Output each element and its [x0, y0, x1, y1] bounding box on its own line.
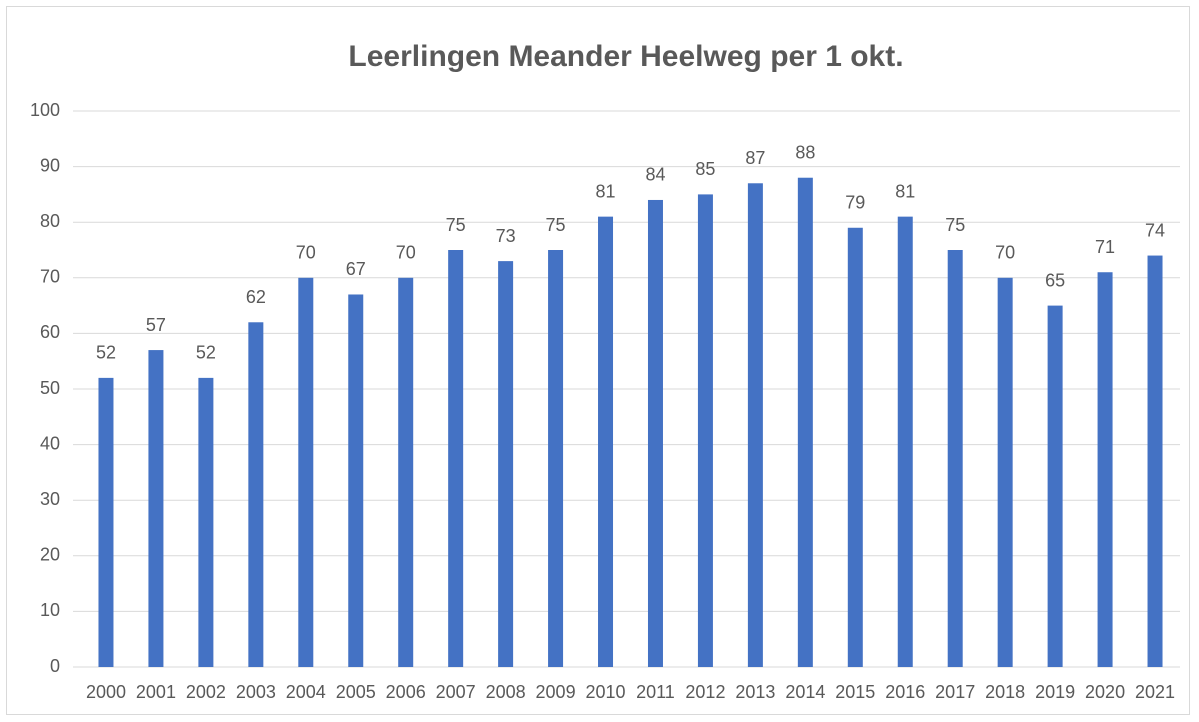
x-tick-label: 2020: [1085, 682, 1125, 702]
bar: [548, 250, 564, 667]
data-label: 74: [1145, 220, 1165, 240]
y-tick-label: 0: [50, 656, 60, 676]
y-tick-label: 60: [40, 322, 60, 342]
y-tick-label: 70: [40, 267, 60, 287]
bar: [847, 227, 863, 667]
x-tick-label: 2021: [1135, 682, 1175, 702]
data-label: 62: [246, 287, 266, 307]
data-label: 79: [845, 193, 865, 213]
chart-title: Leerlingen Meander Heelweg per 1 okt.: [348, 40, 903, 73]
bar: [647, 199, 663, 667]
y-tick-label: 50: [40, 378, 60, 398]
y-tick-label: 90: [40, 155, 60, 175]
data-label: 57: [146, 315, 166, 335]
data-label: 52: [96, 343, 116, 363]
data-label: 71: [1095, 237, 1115, 257]
x-tick-label: 2012: [685, 682, 725, 702]
bar: [98, 377, 114, 667]
y-tick-label: 10: [40, 600, 60, 620]
data-label: 52: [196, 343, 216, 363]
x-tick-label: 2002: [186, 682, 226, 702]
bar: [1047, 305, 1063, 667]
bar: [697, 194, 713, 667]
bar: [398, 277, 414, 667]
x-tick-label: 2008: [486, 682, 526, 702]
data-label: 70: [995, 243, 1015, 263]
bar: [797, 177, 813, 667]
y-tick-label: 40: [40, 433, 60, 453]
data-label: 84: [645, 165, 665, 185]
data-label: 87: [745, 148, 765, 168]
x-tick-label: 2006: [386, 682, 426, 702]
x-tick-label: 2005: [336, 682, 376, 702]
data-label: 81: [596, 181, 616, 201]
x-tick-label: 2001: [136, 682, 176, 702]
y-tick-label: 20: [40, 545, 60, 565]
data-label: 70: [296, 243, 316, 263]
x-tick-label: 2003: [236, 682, 276, 702]
x-tick-label: 2019: [1035, 682, 1075, 702]
x-tick-label: 2017: [935, 682, 975, 702]
data-label: 70: [396, 243, 416, 263]
bar: [448, 250, 464, 667]
x-tick-label: 2009: [536, 682, 576, 702]
data-label: 81: [895, 181, 915, 201]
bar: [1097, 272, 1113, 667]
y-tick-label: 80: [40, 211, 60, 231]
x-tick-label: 2010: [585, 682, 625, 702]
bar: [348, 294, 364, 667]
bar: [897, 216, 913, 667]
data-label: 65: [1045, 270, 1065, 290]
bar: [248, 322, 264, 667]
data-label: 67: [346, 259, 366, 279]
x-tick-label: 2007: [436, 682, 476, 702]
data-label: 75: [446, 215, 466, 235]
x-tick-label: 2011: [636, 682, 675, 702]
y-tick-label: 30: [40, 489, 60, 509]
data-label: 85: [695, 159, 715, 179]
data-label: 73: [496, 226, 516, 246]
x-tick-label: 2015: [835, 682, 875, 702]
x-tick-label: 2014: [785, 682, 825, 702]
bar: [947, 250, 963, 667]
x-tick-label: 2018: [985, 682, 1025, 702]
bar: [997, 277, 1013, 667]
x-tick-label: 2000: [86, 682, 126, 702]
bar: [148, 350, 164, 667]
data-label: 75: [546, 215, 566, 235]
data-label: 88: [795, 142, 815, 162]
data-label: 75: [945, 215, 965, 235]
bar: [498, 261, 514, 667]
x-tick-label: 2013: [735, 682, 775, 702]
bar: [298, 277, 314, 667]
y-tick-label: 100: [30, 100, 60, 120]
bar: [747, 183, 763, 667]
bar: [1147, 255, 1163, 667]
x-tick-label: 2004: [286, 682, 326, 702]
x-tick-label: 2016: [885, 682, 925, 702]
bar: [598, 216, 614, 667]
bar: [198, 377, 214, 667]
